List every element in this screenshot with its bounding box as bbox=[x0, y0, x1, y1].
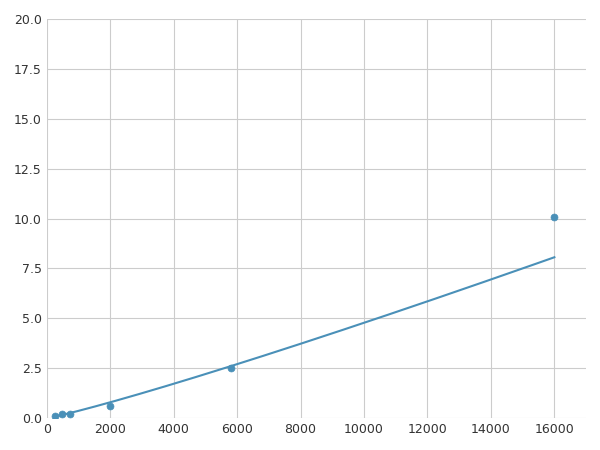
Point bbox=[105, 403, 115, 410]
Point bbox=[50, 413, 59, 420]
Point bbox=[65, 411, 75, 418]
Point bbox=[226, 365, 235, 372]
Point bbox=[550, 213, 559, 220]
Point bbox=[58, 411, 67, 418]
